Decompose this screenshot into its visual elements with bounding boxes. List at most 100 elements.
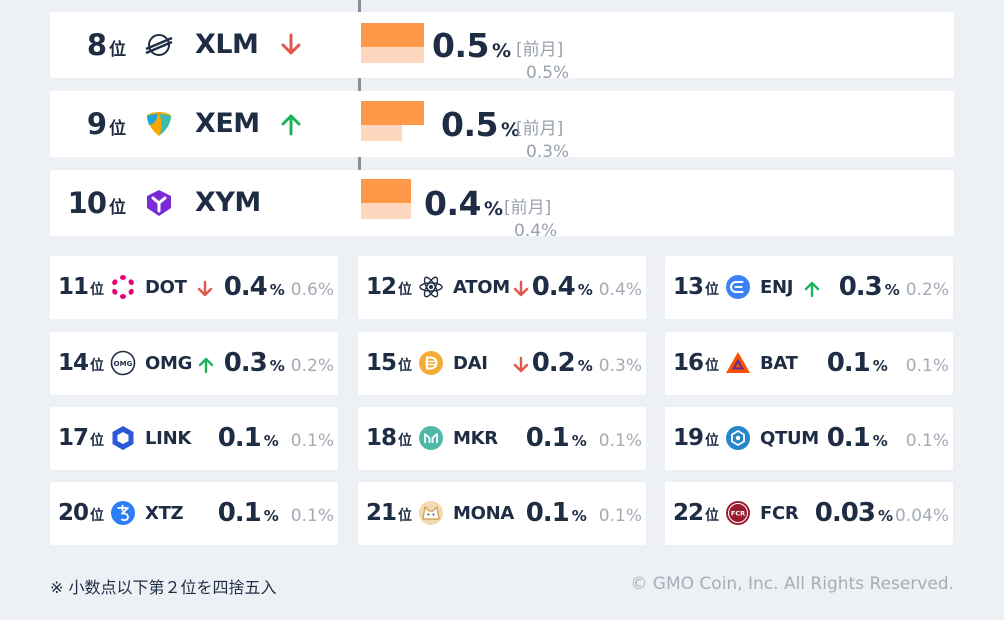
arrow-down-icon [281,33,301,55]
ranking-card-21: 21 位 MONA 0.1% 0.1% [358,482,646,545]
dai-icon [419,351,443,375]
coin-symbol: MKR [453,428,498,449]
rank-suffix: 位 [398,508,413,524]
share-value: 0.3 [223,348,268,378]
prev-month-value: 0.1% [598,506,642,526]
rank-number: 21 [366,500,397,526]
tezos-icon [111,501,135,525]
prev-month-value: 0.1% [290,506,334,526]
fcr-icon: FCR [726,501,750,525]
rank-suffix: 位 [398,433,413,449]
prev-month-value: 0.1% [905,431,949,451]
arrow-up-icon [281,114,301,136]
share-bar-9 [361,101,424,125]
rank-number: 19 [673,425,704,451]
share-value: 0.1 [525,498,570,528]
rank-number: 12 [366,274,397,300]
ranking-card-20: 20 位 XTZ 0.1% 0.1% [50,482,338,545]
svg-text:OMG: OMG [114,360,133,368]
ranking-card-17: 17 位 LINK 0.1% 0.1% [50,407,338,470]
monacoin-icon [419,501,443,525]
rank-suffix: 位 [109,119,126,139]
ranking-card-14: 14 位 OMG OMG 0.3% 0.2% [50,332,338,395]
ranking-row-10: 10 位 XYM [50,170,954,236]
polkadot-icon [112,275,134,299]
prev-month-value: 0.04% [894,506,949,526]
prev-month-value: 0.3% [598,356,642,376]
prev-month-value: 0.1% [290,431,334,451]
share-bar-10 [361,179,411,203]
coin-symbol: XLM [195,29,259,60]
rank-number: 17 [58,425,89,451]
share-value: 0.1 [826,423,871,453]
coin-symbol: MONA [453,503,515,524]
rank-suffix: 位 [109,198,126,218]
rank-suffix: 位 [109,40,126,60]
share-value: 0.4 [531,272,576,302]
prev-share-bar-8 [361,47,424,63]
arrow-up-icon [804,281,820,298]
qtum-icon [726,426,750,450]
share-value: 0.4 [223,272,268,302]
ranking-card-12: 12 位 ATOM 0.4% 0.4% [358,256,646,319]
prev-month-value: 0.4% [514,221,558,241]
prev-month-value: 0.6% [290,280,334,300]
rank-number: 20 [58,500,89,526]
rank-suffix: 位 [705,282,720,298]
coin-symbol: BAT [760,353,798,374]
prev-share-bar-10 [361,203,411,219]
omg-icon: OMG [110,350,136,376]
arrow-down-icon [513,356,529,373]
coin-symbol: ATOM [453,277,510,298]
copyright: © GMO Coin, Inc. All Rights Reserved. [630,574,954,594]
coin-symbol: DOT [145,277,187,298]
rank-suffix: 位 [90,433,105,449]
rank-number: 11 [58,274,89,300]
share-value: 0.1 [826,348,871,378]
prev-month-value: 0.4% [598,280,642,300]
prev-share-bar-9 [361,125,402,141]
share-value: 0.1 [525,423,570,453]
enjin-icon [726,275,750,299]
rank-number: 18 [366,425,397,451]
ranking-card-13: 13 位 ENJ 0.3% 0.2% [665,256,953,319]
share-value-10: 0.4% [424,184,504,223]
share-value: 0.1 [217,498,262,528]
prev-month-value: 0.3% [526,142,570,162]
stellar-icon [145,34,173,56]
prev-month-label: [前月] [516,119,564,139]
svg-text:FCR: FCR [731,510,745,518]
rank-suffix: 位 [705,358,720,374]
coin-symbol: XEM [195,108,260,139]
prev-month-value: 0.1% [598,431,642,451]
rank-number: 15 [366,350,397,376]
rank-suffix: 位 [90,358,105,374]
arrow-down-icon [197,280,213,297]
rank-number: 14 [58,350,89,376]
coin-symbol: XYM [195,187,261,218]
rounding-note: ※ 小数点以下第２位を四捨五入 [50,578,277,597]
maker-icon [419,426,443,450]
coin-symbol: LINK [145,428,191,449]
coin-symbol: FCR [760,503,799,524]
prev-month-value: 0.5% [526,63,570,83]
coin-symbol: OMG [145,353,193,374]
prev-month-label: [前月] [516,40,564,60]
rank-suffix: 位 [705,508,720,524]
ranking-card-15: 15 位 DAI 0.2% 0.3% [358,332,646,395]
rank-suffix: 位 [705,433,720,449]
chainlink-icon [112,426,134,450]
share-bar-8 [361,23,424,47]
rank-suffix: 位 [90,508,105,524]
coin-symbol: DAI [453,353,488,374]
coin-symbol: XTZ [145,503,184,524]
arrow-down-icon [513,280,529,297]
rank-suffix: 位 [90,282,105,298]
arrow-up-icon [198,357,214,374]
share-value: 0.1 [217,423,262,453]
coin-symbol: QTUM [760,428,819,449]
rank-number: 8 [86,28,107,62]
ranking-card-19: 19 位 QTUM 0.1% 0.1% [665,407,953,470]
